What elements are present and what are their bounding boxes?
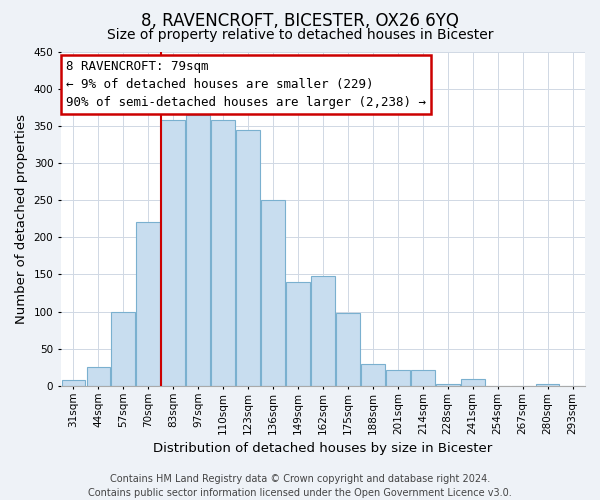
Bar <box>386 370 410 386</box>
Text: 8 RAVENCROFT: 79sqm
← 9% of detached houses are smaller (229)
90% of semi-detach: 8 RAVENCROFT: 79sqm ← 9% of detached hou… <box>66 60 426 109</box>
Bar <box>461 378 485 386</box>
X-axis label: Distribution of detached houses by size in Bicester: Distribution of detached houses by size … <box>154 442 493 455</box>
Bar <box>112 312 135 386</box>
Text: Size of property relative to detached houses in Bicester: Size of property relative to detached ho… <box>107 28 493 42</box>
Bar <box>236 130 260 386</box>
Bar <box>62 380 85 386</box>
Bar <box>136 222 160 386</box>
Bar <box>536 384 559 386</box>
Y-axis label: Number of detached properties: Number of detached properties <box>15 114 28 324</box>
Bar <box>336 313 360 386</box>
Bar <box>361 364 385 386</box>
Bar <box>161 120 185 386</box>
Bar <box>86 368 110 386</box>
Text: 8, RAVENCROFT, BICESTER, OX26 6YQ: 8, RAVENCROFT, BICESTER, OX26 6YQ <box>141 12 459 30</box>
Bar <box>411 370 434 386</box>
Bar <box>261 200 285 386</box>
Bar <box>286 282 310 386</box>
Bar <box>187 114 210 386</box>
Bar <box>311 276 335 386</box>
Text: Contains HM Land Registry data © Crown copyright and database right 2024.
Contai: Contains HM Land Registry data © Crown c… <box>88 474 512 498</box>
Bar <box>211 120 235 386</box>
Bar <box>436 384 460 386</box>
